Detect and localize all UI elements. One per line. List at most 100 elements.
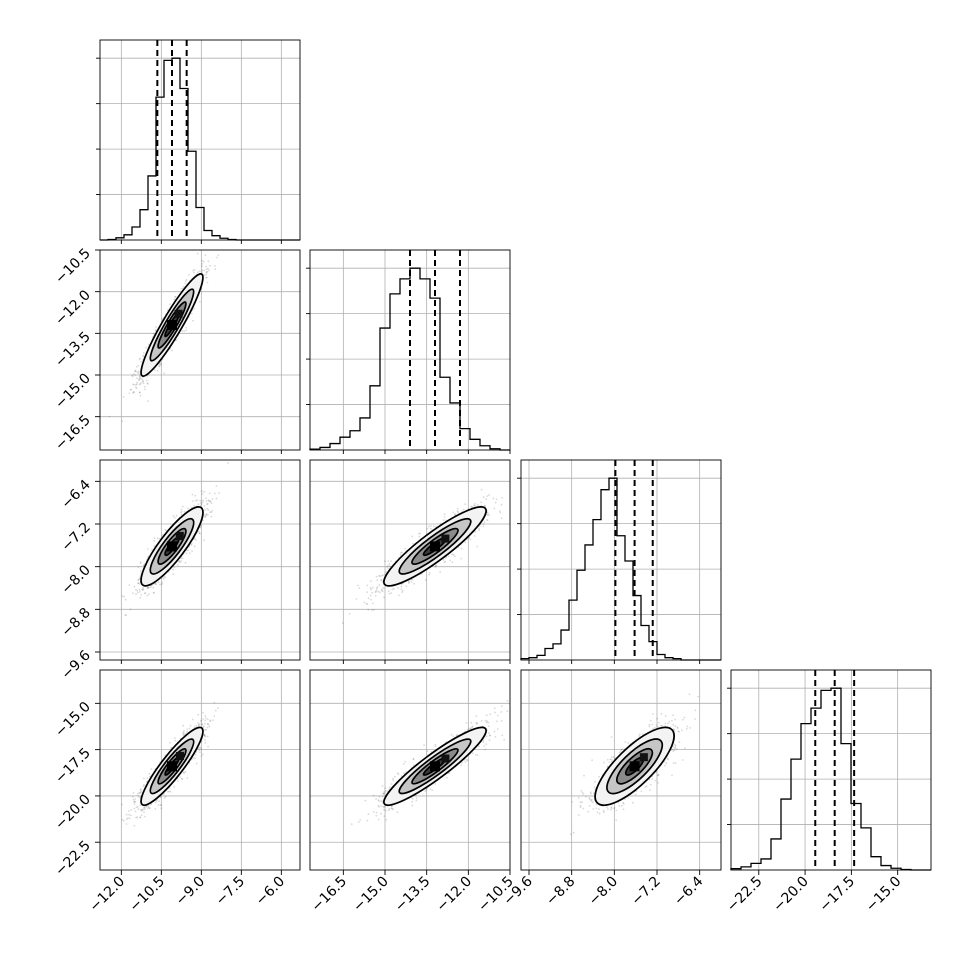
sample-point (206, 503, 209, 505)
sample-point (180, 513, 183, 516)
histogram-panel-3 (727, 669, 932, 871)
sample-point (139, 377, 142, 380)
sample-point (205, 514, 208, 516)
sample-point (160, 363, 163, 366)
sample-point (404, 547, 407, 550)
sample-point (130, 814, 132, 817)
sample-point (173, 786, 176, 788)
sample-point (194, 539, 197, 541)
sample-point (207, 745, 210, 748)
sample-point (413, 582, 415, 585)
sample-point (159, 583, 161, 586)
sample-point (424, 579, 427, 581)
sample-point (132, 383, 135, 386)
sample-point (146, 777, 149, 779)
sample-point (221, 244, 223, 246)
sample-point (137, 582, 140, 584)
sample-point (199, 301, 201, 303)
sample-point (134, 374, 137, 377)
sample-point (207, 509, 210, 511)
sample-point (493, 507, 496, 510)
sample-point (161, 581, 164, 584)
sample-point (166, 309, 169, 311)
sample-point (192, 319, 195, 322)
scatter-panel-2-1 (309, 459, 511, 661)
sample-point (173, 298, 176, 301)
sample-point (139, 394, 142, 397)
sample-point (454, 513, 457, 515)
sample-point (133, 383, 136, 386)
density-peak (174, 309, 183, 318)
sample-point (418, 532, 420, 535)
sample-point (200, 741, 203, 743)
sample-point (158, 800, 160, 802)
sample-point (485, 498, 488, 501)
sample-point (148, 807, 151, 810)
sample-point (138, 370, 140, 373)
sample-point (198, 532, 201, 534)
sample-point (181, 777, 183, 780)
sample-point (153, 540, 156, 542)
sample-point (211, 509, 214, 512)
sample-point (203, 269, 206, 272)
sample-point (172, 515, 175, 517)
sample-point (385, 571, 387, 574)
sample-point (138, 588, 141, 591)
sample-point (202, 718, 205, 720)
sample-point (147, 586, 150, 589)
sample-point (197, 723, 200, 726)
sample-point (150, 584, 153, 587)
sample-point (181, 330, 184, 332)
sample-point (141, 589, 144, 591)
sample-point (203, 513, 206, 516)
sample-point (132, 592, 134, 595)
sample-point (380, 579, 383, 581)
sample-point (155, 583, 158, 586)
sample-point (159, 363, 162, 366)
sample-point (426, 527, 429, 530)
sample-point (200, 748, 203, 751)
sample-point (197, 503, 200, 505)
sample-point (173, 516, 176, 519)
sample-point (175, 514, 178, 517)
sample-point (181, 505, 184, 508)
sample-point (370, 598, 372, 601)
sample-point (158, 365, 161, 367)
sample-point (137, 372, 140, 375)
panel-frame (730, 669, 932, 871)
scatter-panel-1-0 (99, 244, 301, 451)
sample-point (169, 741, 171, 744)
sample-point (133, 824, 136, 827)
sample-point (486, 514, 488, 516)
sample-point (398, 594, 400, 597)
sample-point (499, 511, 502, 514)
histogram-steps (309, 267, 510, 451)
sample-point (135, 387, 138, 390)
sample-point (488, 494, 490, 496)
sample-point (205, 497, 207, 500)
sample-point (371, 609, 373, 611)
sample-point (429, 572, 431, 574)
sample-point (139, 562, 142, 564)
sample-point (138, 583, 141, 585)
sample-point (487, 513, 489, 515)
sample-point (482, 525, 485, 528)
sample-point (164, 576, 167, 579)
sample-point (144, 815, 146, 818)
sample-point (193, 307, 196, 310)
sample-point (374, 595, 377, 597)
sample-point (386, 565, 389, 568)
sample-point (429, 527, 432, 530)
sample-point (192, 500, 194, 502)
sample-point (447, 555, 450, 558)
sample-point (205, 270, 208, 273)
sample-point (193, 504, 196, 507)
sample-point (130, 809, 133, 811)
sample-point (139, 590, 141, 593)
sample-point (160, 583, 163, 586)
sample-point (138, 383, 141, 386)
sample-point (180, 560, 183, 562)
sample-point (182, 731, 185, 734)
sample-point (138, 377, 141, 380)
sample-point (137, 379, 140, 381)
